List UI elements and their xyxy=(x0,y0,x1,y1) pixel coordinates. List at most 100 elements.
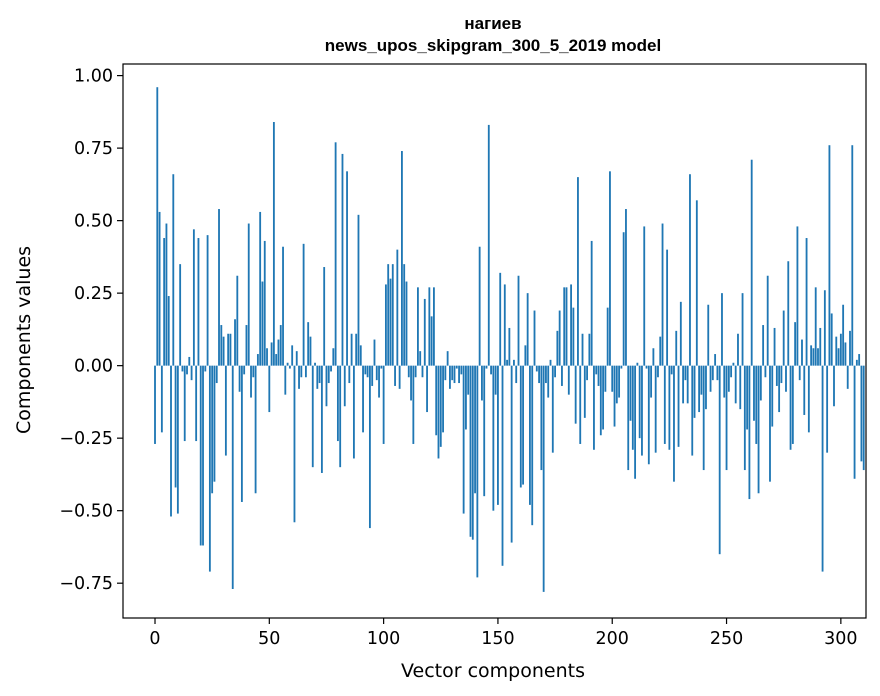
bar-215 xyxy=(645,365,648,369)
bar-159 xyxy=(517,275,520,366)
bar-156 xyxy=(510,365,513,543)
bar-250 xyxy=(725,365,728,471)
x-tick-label: 150 xyxy=(481,629,514,649)
bar-24 xyxy=(208,365,211,572)
bar-98 xyxy=(378,365,380,398)
bar-149 xyxy=(494,365,497,395)
bar-80 xyxy=(336,365,339,442)
bar-176 xyxy=(556,330,559,366)
bar-118 xyxy=(423,298,426,366)
bar-84 xyxy=(346,171,348,366)
bar-104 xyxy=(391,264,394,366)
bar-287 xyxy=(810,345,813,366)
bar-9 xyxy=(174,365,177,488)
bar-81 xyxy=(339,365,342,468)
bar-116 xyxy=(419,351,422,366)
bar-124 xyxy=(437,365,440,459)
bar-262 xyxy=(753,365,755,421)
bar-32 xyxy=(227,333,230,366)
bar-211 xyxy=(636,362,639,366)
x-axis-label: Vector components xyxy=(401,660,585,682)
bar-38 xyxy=(240,365,243,502)
bar-58 xyxy=(286,362,289,366)
bar-292 xyxy=(821,365,824,572)
bar-74 xyxy=(323,267,326,366)
bar-35 xyxy=(234,319,236,366)
bar-19 xyxy=(197,238,200,366)
bar-249 xyxy=(723,365,726,398)
bar-11 xyxy=(179,264,182,366)
bar-255 xyxy=(737,333,739,366)
bar-150 xyxy=(497,365,499,505)
bar-69 xyxy=(311,365,314,468)
bar-59 xyxy=(288,365,291,369)
bar-45 xyxy=(256,354,259,366)
bar-29 xyxy=(220,325,223,366)
bar-174 xyxy=(551,365,554,453)
bar-184 xyxy=(574,365,577,424)
bar-279 xyxy=(791,365,794,444)
bar-306 xyxy=(853,365,856,479)
bar-108 xyxy=(401,151,403,366)
bar-268 xyxy=(766,275,769,366)
bar-284 xyxy=(803,365,806,415)
bar-285 xyxy=(805,238,808,366)
bar-39 xyxy=(243,365,246,375)
bar-260 xyxy=(748,365,751,500)
bar-82 xyxy=(341,153,344,366)
bar-248 xyxy=(721,293,723,366)
bar-164 xyxy=(529,365,531,505)
bar-92 xyxy=(364,365,367,375)
bar-99 xyxy=(380,365,383,369)
bar-202 xyxy=(615,365,618,404)
bar-97 xyxy=(375,365,378,381)
bar-123 xyxy=(435,365,438,436)
bar-214 xyxy=(643,226,646,366)
bar-158 xyxy=(515,365,518,384)
bar-283 xyxy=(801,339,803,366)
bar-40 xyxy=(245,325,248,366)
bar-85 xyxy=(348,365,351,384)
bar-181 xyxy=(567,365,570,395)
bar-137 xyxy=(467,365,470,395)
bar-66 xyxy=(304,365,307,378)
y-tick-label: 0.25 xyxy=(74,284,113,304)
bar-293 xyxy=(823,290,826,366)
bar-83 xyxy=(343,365,346,407)
y-axis-ticks: −0.75 −0.50 −0.25 0.00 0.25 0.50 0.75 1.00 xyxy=(59,67,123,594)
bar-31 xyxy=(224,365,227,456)
bar-113 xyxy=(412,365,415,444)
bar-33 xyxy=(229,333,232,366)
bar-289 xyxy=(814,287,817,366)
bar-227 xyxy=(673,365,675,482)
bar-242 xyxy=(707,304,710,366)
bar-167 xyxy=(535,365,538,372)
bar-307 xyxy=(855,359,858,366)
bar-126 xyxy=(442,365,444,433)
bar-216 xyxy=(647,365,650,465)
bar-89 xyxy=(357,214,360,366)
bar-4 xyxy=(163,238,166,366)
bar-26 xyxy=(213,365,216,482)
bar-304 xyxy=(849,330,851,366)
bar-286 xyxy=(807,365,810,433)
bar-278 xyxy=(789,365,792,450)
bar-107 xyxy=(398,365,401,389)
bar-258 xyxy=(743,365,746,471)
bar-154 xyxy=(506,359,508,366)
bar-130 xyxy=(451,365,454,381)
bar-171 xyxy=(545,365,547,384)
bar-6 xyxy=(167,296,170,366)
bar-196 xyxy=(602,365,605,430)
bar-210 xyxy=(634,365,637,479)
y-tick-label: −0.25 xyxy=(59,429,113,449)
bar-228 xyxy=(675,330,678,366)
bar-144 xyxy=(483,365,486,497)
y-axis-label: Components values xyxy=(13,246,35,434)
bar-0 xyxy=(154,365,156,444)
bar-169 xyxy=(540,365,543,471)
bar-276 xyxy=(785,365,787,392)
bar-145 xyxy=(485,365,488,369)
bar-65 xyxy=(302,243,305,366)
bar-91 xyxy=(362,365,364,433)
